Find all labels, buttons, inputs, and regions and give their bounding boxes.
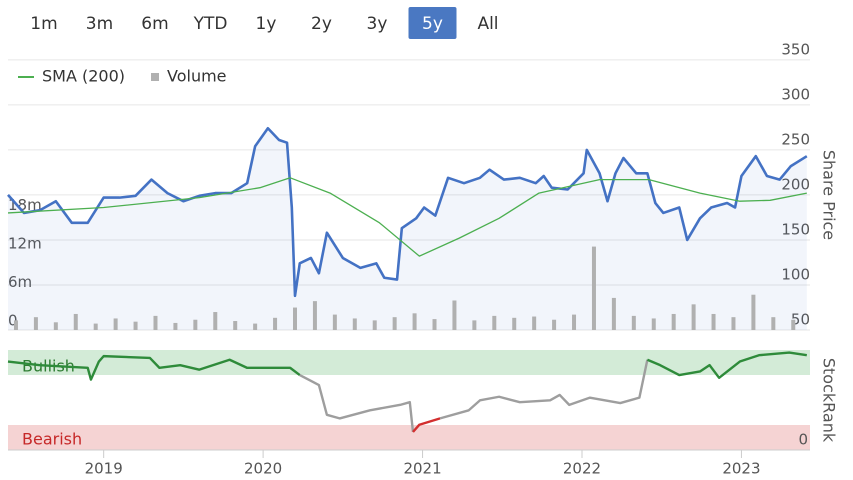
volume-bar — [153, 315, 158, 330]
volume-bar — [392, 317, 397, 330]
volume-bar — [213, 312, 218, 330]
volume-bar — [472, 320, 477, 330]
y2-tick-label: 6m — [8, 273, 32, 291]
bearish-band — [8, 425, 810, 450]
y-tick-label: 150 — [781, 220, 810, 238]
volume-bar — [552, 319, 557, 330]
rank-line — [7, 354, 301, 381]
volume-bar — [591, 246, 596, 330]
range-button[interactable]: 3m — [86, 14, 113, 34]
x-tick-label: 2022 — [563, 460, 601, 478]
x-tick-label: 2020 — [244, 460, 282, 478]
volume-bar — [572, 314, 577, 330]
volume-bar — [452, 300, 457, 330]
rank-line — [439, 359, 649, 420]
bearish-label: Bearish — [22, 430, 82, 449]
range-button[interactable]: 1m — [30, 14, 57, 34]
volume-bar — [631, 315, 636, 330]
volume-bar — [93, 323, 98, 330]
bullish-band — [8, 350, 810, 375]
range-button[interactable]: All — [477, 14, 498, 34]
legend-label: SMA (200) — [42, 67, 125, 86]
range-button-bg[interactable] — [408, 7, 457, 39]
y2-tick-label: 0 — [8, 312, 18, 330]
volume-bar — [113, 318, 118, 330]
volume-bar — [273, 317, 278, 330]
volume-bar — [532, 316, 537, 330]
y-tick-label: 50 — [791, 311, 810, 329]
y-tick-label: 100 — [781, 265, 810, 283]
volume-bar — [292, 307, 297, 330]
volume-bar — [791, 319, 796, 330]
y2-tick-label: 12m — [8, 235, 42, 253]
volume-bar — [13, 320, 18, 330]
y-tick-label: 350 — [781, 40, 810, 58]
volume-bar — [253, 323, 258, 330]
rank-tick-label: 0 — [798, 431, 808, 449]
rank-axis-title: StockRank — [820, 358, 839, 443]
range-button[interactable]: 5y — [422, 14, 443, 34]
x-tick-label: 2023 — [722, 460, 760, 478]
y-tick-label: 200 — [781, 175, 810, 193]
volume-bar — [651, 318, 656, 330]
volume-bar — [193, 319, 198, 330]
y-tick-label: 300 — [781, 85, 810, 103]
price-area — [8, 128, 807, 330]
y-axis-title: Share Price — [820, 150, 839, 240]
range-button[interactable]: 3y — [367, 14, 388, 34]
volume-bar — [771, 317, 776, 330]
range-button[interactable]: 1y — [256, 14, 277, 34]
legend-swatch — [151, 73, 160, 81]
volume-bar — [332, 314, 337, 330]
range-button[interactable]: 2y — [311, 14, 332, 34]
volume-bar — [412, 313, 417, 330]
volume-bar — [312, 301, 317, 330]
y2-tick-label: 18m — [8, 196, 42, 214]
volume-bar — [53, 322, 58, 330]
range-button[interactable]: YTD — [193, 14, 228, 34]
x-tick-label: 2021 — [403, 460, 441, 478]
volume-bar — [691, 304, 696, 330]
volume-bar — [492, 315, 497, 330]
y-tick-label: 250 — [781, 130, 810, 148]
volume-bar — [432, 319, 437, 330]
rank-line — [412, 417, 441, 433]
legend-label: Volume — [167, 67, 227, 86]
volume-bar — [133, 321, 138, 330]
volume-bar — [671, 313, 676, 330]
rank-line — [646, 351, 807, 379]
volume-bar — [512, 317, 517, 330]
volume-bar — [751, 294, 756, 330]
volume-bar — [372, 320, 377, 330]
price-line — [7, 126, 808, 298]
volume-bar — [173, 322, 178, 330]
sma-line — [7, 177, 807, 257]
volume-bar — [611, 297, 616, 330]
volume-bar — [731, 317, 736, 330]
volume-bar — [352, 318, 357, 330]
volume-bar — [33, 317, 38, 330]
volume-bar — [233, 321, 238, 330]
volume-bar — [711, 313, 716, 330]
rank-line — [299, 374, 415, 433]
volume-bar — [73, 313, 78, 330]
range-button[interactable]: 6m — [141, 14, 168, 34]
x-tick-label: 2019 — [85, 460, 123, 478]
